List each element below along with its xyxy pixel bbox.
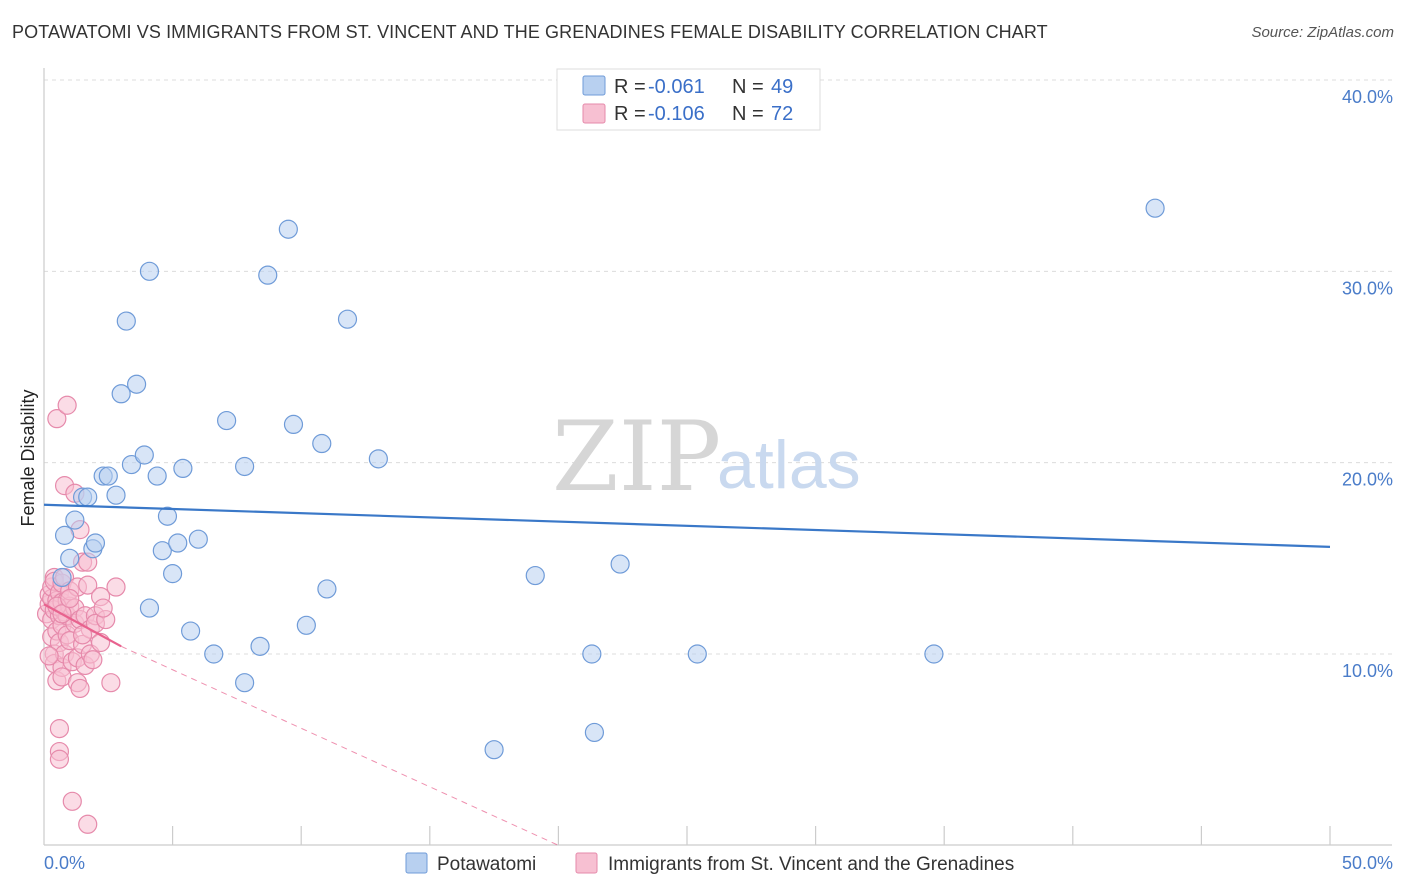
legend-item-immigrants: R = -0.106 N = 72 [582,103,793,125]
series-immigrants-points [36,395,126,834]
data-point [317,579,337,599]
data-point [147,466,167,486]
data-point [101,673,121,693]
legend-n-label: N = [732,103,764,125]
x-tick-labels: 0.0% 50.0% [44,853,1393,873]
data-point [181,621,201,641]
grid-lines [44,79,1392,655]
watermark-zip: ZIP [552,401,721,513]
data-point [188,529,208,549]
data-point [1145,198,1165,218]
bottom-legend-label-potawatomi: Potawatomi [437,854,536,875]
data-point [57,395,77,415]
chart-title: POTAWATOMI VS IMMIGRANTS FROM ST. VINCEN… [12,22,1048,42]
data-point [85,533,106,553]
data-point [173,458,193,479]
data-point [78,814,98,834]
data-point [484,740,504,760]
legend-r-value: -0.106 [648,103,705,125]
trendline-blue [43,503,1331,548]
bottom-legend-label-immigrants: Immigrants from St. Vincent and the Gren… [608,854,1014,875]
y-tick-label: 30.0% [1342,278,1393,298]
data-point [157,506,178,526]
bottom-legend-swatch-pink [575,852,598,874]
watermark: ZIP atlas [552,401,861,513]
x-tick-label: 50.0% [1342,853,1393,873]
legend-swatch-blue [582,75,606,96]
data-point [283,414,304,434]
data-point [93,598,113,618]
data-point [235,456,255,477]
y-tick-label: 20.0% [1342,470,1393,490]
series-potawatomi-points [52,198,1165,760]
data-point [49,719,70,739]
legend-r-value: -0.061 [648,76,705,98]
data-point [78,575,98,595]
legend: R = -0.061 N = 49 R = -0.106 N = 72 [556,68,821,131]
data-point [116,311,136,331]
y-tick-label: 10.0% [1342,661,1393,681]
bottom-legend: Potawatomi Immigrants from St. Vincent a… [405,852,1014,875]
legend-r-label: R = [614,103,646,125]
data-point [106,485,126,505]
data-point [134,445,154,465]
legend-swatch-pink [582,103,606,124]
data-point [296,615,316,635]
legend-n-value: 49 [771,76,793,98]
source-label: Source: ZipAtlas.com [1251,24,1394,41]
data-point [312,433,332,454]
data-point [52,567,72,588]
data-point [250,636,270,656]
data-point [217,410,237,431]
data-point [121,454,142,475]
data-point [258,265,278,285]
data-point [62,791,82,811]
data-point [337,309,358,329]
data-point [687,644,707,664]
data-point [65,510,85,530]
data-point [582,644,602,664]
data-point [60,548,80,568]
data-point [106,577,126,597]
data-point [78,487,98,507]
data-point [584,722,605,743]
data-point [610,554,630,574]
data-point [235,673,255,693]
data-point [139,598,160,618]
watermark-atlas: atlas [717,427,861,503]
trendline-extension-pink [120,645,559,846]
trendline-pink [43,603,122,648]
bottom-legend-swatch-blue [405,852,428,874]
data-point [152,541,172,561]
data-point [47,409,67,429]
data-point [98,466,118,486]
data-point [368,449,388,469]
legend-r-label: R = [614,76,646,98]
data-point [525,565,545,586]
axes [43,68,1392,846]
y-tick-labels: 10.0% 20.0% 30.0% 40.0% [1342,87,1393,681]
legend-item-potawatomi: R = -0.061 N = 49 [582,75,793,98]
data-point [39,646,59,666]
data-point [70,678,90,699]
legend-n-value: 72 [771,103,793,125]
legend-n-label: N = [732,76,764,98]
data-point [204,644,224,664]
x-tick-label: 0.0% [44,853,85,873]
data-point [49,749,70,769]
data-point [168,533,188,553]
data-point [278,219,298,239]
data-point [924,644,944,664]
y-tick-label: 40.0% [1342,87,1393,107]
data-point [54,525,75,545]
y-axis-title: Female Disability [18,389,38,526]
data-point [60,588,80,609]
data-point [139,261,160,281]
data-point [126,374,147,394]
trendlines [43,503,1331,846]
data-point [83,650,103,670]
data-point [111,384,131,404]
data-point [163,564,183,584]
